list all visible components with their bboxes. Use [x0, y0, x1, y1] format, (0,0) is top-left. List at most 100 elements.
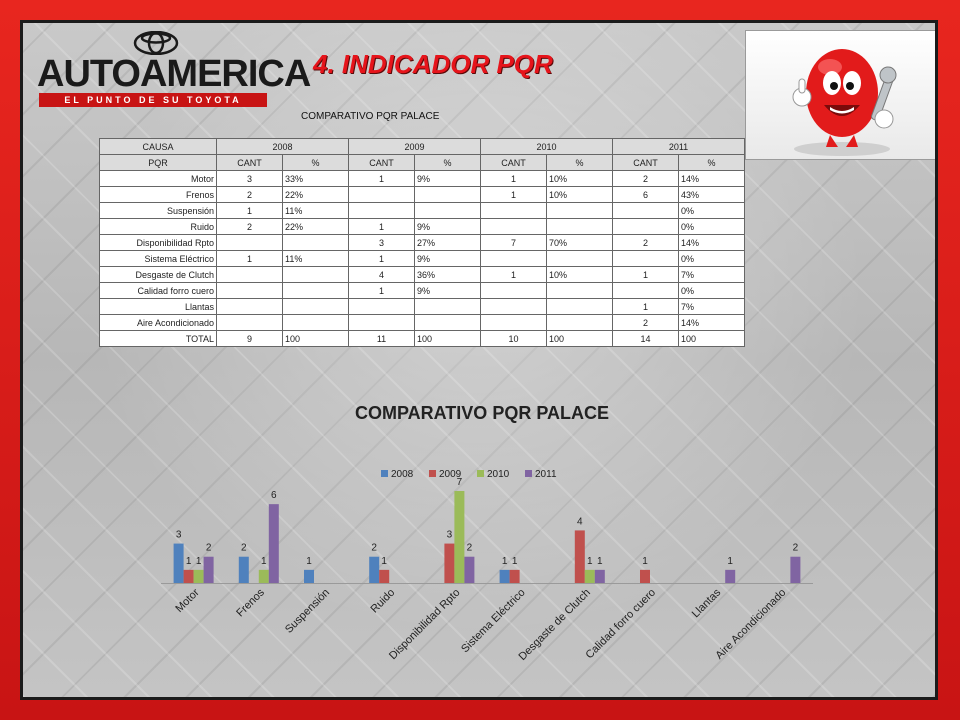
- slide: { "logo": { "brand": "AUTOAMERICA", "tag…: [20, 20, 938, 700]
- bar: [790, 556, 801, 583]
- table-cell: [216, 298, 283, 315]
- table-cell: [480, 298, 547, 315]
- data-label: 2: [206, 543, 212, 554]
- table-cell: [480, 250, 547, 267]
- table-cell: 100: [282, 330, 349, 347]
- data-label: 3: [176, 530, 182, 541]
- table-cell: [546, 282, 613, 299]
- table-title: COMPARATIVO PQR PALACE: [301, 111, 440, 122]
- table-cell-cause: Ruido: [99, 218, 217, 235]
- table-cell: 1: [480, 266, 547, 283]
- table-cell: 7%: [678, 266, 745, 283]
- bar: [574, 530, 585, 583]
- table-cell-cause: Llantas: [99, 298, 217, 315]
- table-cell: 11%: [282, 250, 349, 267]
- data-label: 1: [261, 556, 267, 567]
- data-label: 3: [447, 530, 453, 541]
- table-cell-cause: Frenos: [99, 186, 217, 203]
- table-cell-cause: Motor: [99, 170, 217, 187]
- table-cell: 10: [480, 330, 547, 347]
- logo-tagline: EL PUNTO DE SU TOYOTA: [39, 93, 267, 107]
- table-cell: [546, 298, 613, 315]
- column-header: CAUSA: [99, 138, 217, 155]
- x-tick-label: Desgaste de Clutch: [517, 587, 593, 663]
- legend-swatch: [477, 470, 484, 477]
- table-cell: 1: [480, 170, 547, 187]
- table-cell: [282, 234, 349, 251]
- table-cell: 11: [348, 330, 415, 347]
- toyota-emblem-icon: [133, 31, 179, 55]
- column-subheader: PQR: [99, 154, 217, 171]
- table-cell-cause: Calidad forro cuero: [99, 282, 217, 299]
- table-row: Sistema Eléctrico 1 11% 1 9% 0%: [99, 250, 745, 267]
- table-subheader-row: PQR CANT % CANT % CANT % CANT %: [99, 154, 745, 171]
- table-row: Aire Acondicionado 2 14%: [99, 314, 745, 331]
- table-cell: 1: [612, 266, 679, 283]
- column-header: 2011: [612, 138, 745, 155]
- column-subheader: CANT: [612, 154, 679, 171]
- legend-label: 2010: [487, 469, 510, 480]
- table-cell: 14%: [678, 314, 745, 331]
- bar: [725, 569, 736, 583]
- data-label: 1: [597, 556, 603, 567]
- table-cell: [480, 314, 547, 331]
- table-cell: 70%: [546, 234, 613, 251]
- table-cell: 1: [612, 298, 679, 315]
- table-body: Motor 3 33% 1 9% 1 10% 2 14% Frenos 2 22% 1 10% 6 43% Su…: [99, 170, 745, 347]
- table-cell: [282, 298, 349, 315]
- bar: [369, 556, 380, 583]
- table-cell: [612, 218, 679, 235]
- x-tick-label: Frenos: [234, 586, 267, 619]
- data-label: 2: [467, 543, 473, 554]
- table-row: TOTAL 9 100 11 100 10 100 14 100: [99, 330, 745, 347]
- table-row: Calidad forro cuero 1 9% 0%: [99, 282, 745, 299]
- table-cell: [216, 314, 283, 331]
- table-cell-cause: Sistema Eléctrico: [99, 250, 217, 267]
- bar: [464, 556, 475, 583]
- column-subheader: %: [414, 154, 481, 171]
- bar: [304, 569, 314, 583]
- table-cell: 10%: [546, 266, 613, 283]
- data-label: 1: [306, 556, 312, 567]
- table-cell: [546, 314, 613, 331]
- table-cell: 22%: [282, 218, 349, 235]
- table-cell: 9: [216, 330, 283, 347]
- table-cell: [480, 218, 547, 235]
- table-cell: 100: [678, 330, 745, 347]
- data-label: 1: [727, 556, 733, 567]
- table-cell: 6: [612, 186, 679, 203]
- column-header: 2010: [480, 138, 613, 155]
- table-cell: 11%: [282, 202, 349, 219]
- table-cell: [216, 282, 283, 299]
- mascot-mechanic-icon: [792, 49, 897, 156]
- table-cell: 33%: [282, 170, 349, 187]
- table-cell: [546, 202, 613, 219]
- data-label: 2: [241, 543, 247, 554]
- table-cell: 36%: [414, 266, 481, 283]
- data-label: 1: [196, 556, 202, 567]
- data-label: 6: [271, 490, 277, 501]
- x-tick-label: Calidad forro cuero: [583, 587, 658, 662]
- bar: [203, 556, 214, 583]
- table-cell: 100: [546, 330, 613, 347]
- data-label: 4: [577, 516, 583, 527]
- column-subheader: %: [678, 154, 745, 171]
- bar: [444, 543, 455, 583]
- table-row: Motor 3 33% 1 9% 1 10% 2 14%: [99, 170, 745, 187]
- table-cell: 0%: [678, 282, 745, 299]
- chart-title: COMPARATIVO PQR PALACE: [354, 403, 609, 423]
- table-cell: 0%: [678, 202, 745, 219]
- table-cell: 1: [348, 218, 415, 235]
- table-cell: [348, 186, 415, 203]
- table-cell: [480, 282, 547, 299]
- table-row: Desgaste de Clutch 4 36% 1 10% 1 7%: [99, 266, 745, 283]
- table-cell: [612, 282, 679, 299]
- table-cell: 7%: [678, 298, 745, 315]
- table-cell: 3: [348, 234, 415, 251]
- pqr-table: CAUSA 2008 2009 2010 2011 PQR CANT % CAN…: [99, 138, 745, 347]
- column-subheader: %: [546, 154, 613, 171]
- table-cell: [414, 298, 481, 315]
- legend-label: 2009: [439, 469, 462, 480]
- x-tick-label: Llantas: [690, 586, 724, 620]
- bar: [509, 569, 520, 583]
